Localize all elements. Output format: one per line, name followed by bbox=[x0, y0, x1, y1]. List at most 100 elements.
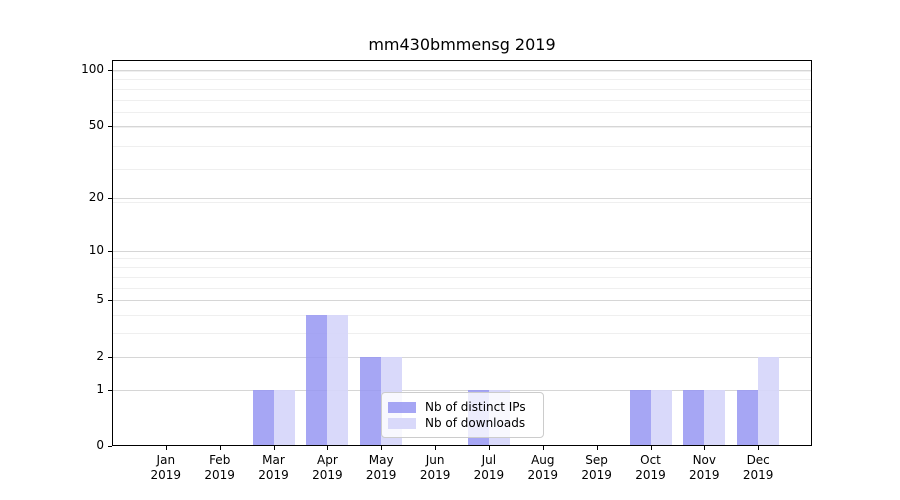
bar-nb-of-downloads-dec bbox=[758, 356, 780, 445]
x-tick bbox=[488, 446, 490, 450]
y-tick bbox=[108, 125, 112, 127]
y-gridline-minor bbox=[112, 314, 812, 316]
legend-item: Nb of distinct IPs bbox=[388, 399, 535, 415]
y-gridline bbox=[112, 250, 812, 252]
bar-nb-of-distinct-ips-oct bbox=[629, 389, 651, 445]
bar-nb-of-downloads-nov bbox=[704, 389, 726, 445]
bar-nb-of-distinct-ips-nov bbox=[683, 389, 705, 445]
x-tick-label: Nov 2019 bbox=[664, 453, 744, 483]
legend: Nb of distinct IPs Nb of downloads bbox=[381, 392, 544, 438]
bar-nb-of-distinct-ips-mar bbox=[252, 389, 274, 445]
x-tick bbox=[758, 446, 760, 450]
x-tick-month: Mar bbox=[262, 453, 285, 467]
x-tick-month: Oct bbox=[640, 453, 661, 467]
y-gridline-minor bbox=[112, 276, 812, 278]
x-tick-year: 2019 bbox=[689, 468, 720, 482]
legend-item: Nb of downloads bbox=[388, 415, 535, 431]
y-tick bbox=[108, 389, 112, 391]
x-tick-month: May bbox=[368, 453, 394, 467]
y-gridline bbox=[112, 389, 812, 391]
x-tick bbox=[273, 446, 275, 450]
y-gridline bbox=[112, 198, 812, 199]
y-gridline-minor bbox=[112, 145, 812, 147]
y-tick-label: 0 bbox=[96, 438, 104, 452]
y-gridline-minor bbox=[112, 258, 812, 260]
y-tick bbox=[108, 70, 112, 71]
y-gridline bbox=[112, 125, 812, 127]
x-tick bbox=[704, 446, 706, 450]
x-tick bbox=[165, 446, 167, 450]
x-tick-month: Apr bbox=[317, 453, 338, 467]
x-tick-label: Sep 2019 bbox=[557, 453, 637, 483]
legend-label: Nb of downloads bbox=[425, 416, 526, 430]
bar-nb-of-distinct-ips-dec bbox=[737, 389, 759, 445]
x-tick-year: 2019 bbox=[258, 468, 289, 482]
x-tick-year: 2019 bbox=[527, 468, 559, 482]
x-tick-label: Jan 2019 bbox=[126, 453, 206, 483]
y-gridline bbox=[112, 356, 812, 358]
y-gridline-minor bbox=[112, 89, 812, 90]
y-tick bbox=[108, 198, 112, 199]
x-tick-month: Nov bbox=[692, 453, 716, 467]
plot-area bbox=[112, 60, 812, 446]
y-gridline bbox=[112, 70, 812, 71]
x-tick-label: Jun 2019 bbox=[395, 453, 475, 483]
y-tick bbox=[108, 356, 112, 358]
x-tick-label: Jul 2019 bbox=[449, 453, 529, 483]
y-tick-label: 50 bbox=[88, 117, 104, 132]
x-tick-year: 2019 bbox=[742, 468, 774, 482]
x-tick bbox=[542, 446, 544, 450]
bar-nb-of-distinct-ips-apr bbox=[306, 314, 328, 445]
x-tick-month: Jan bbox=[156, 453, 176, 467]
x-tick-label: Apr 2019 bbox=[287, 453, 367, 483]
bar-nb-of-distinct-ips-may bbox=[360, 356, 382, 445]
x-tick-label: Dec 2019 bbox=[718, 453, 798, 483]
bar-nb-of-downloads-apr bbox=[327, 314, 349, 445]
legend-swatch bbox=[388, 401, 416, 413]
y-tick bbox=[108, 300, 112, 301]
y-gridline-minor bbox=[112, 267, 812, 268]
y-tick-label: 2 bbox=[96, 348, 104, 363]
y-gridline-minor bbox=[112, 99, 812, 101]
x-tick-label: Aug 2019 bbox=[503, 453, 583, 483]
x-tick-month: Feb bbox=[209, 453, 231, 467]
x-tick-month: Jun bbox=[425, 453, 445, 467]
y-gridline-minor bbox=[112, 112, 812, 114]
y-gridline-minor bbox=[112, 201, 812, 203]
x-tick-month: Jul bbox=[481, 453, 497, 467]
y-tick-label: 5 bbox=[96, 292, 104, 306]
x-tick-year: 2019 bbox=[419, 468, 451, 482]
x-tick-label: Mar 2019 bbox=[234, 453, 314, 483]
y-gridline-minor bbox=[112, 70, 812, 72]
y-tick-label: 10 bbox=[88, 242, 104, 257]
y-tick-label: 100 bbox=[81, 62, 104, 76]
y-gridline-minor bbox=[112, 79, 812, 81]
x-tick-label: Oct 2019 bbox=[611, 453, 691, 483]
y-gridline-minor bbox=[112, 287, 812, 289]
x-tick-year: 2019 bbox=[473, 468, 505, 482]
x-tick-month: Aug bbox=[531, 453, 555, 467]
x-tick-label: May 2019 bbox=[341, 453, 421, 483]
y-tick bbox=[108, 446, 112, 447]
x-tick bbox=[596, 446, 598, 450]
bar-nb-of-downloads-oct bbox=[650, 389, 672, 445]
chart-title: mm430bmmensg 2019 bbox=[368, 35, 556, 54]
y-gridline-minor bbox=[112, 127, 812, 129]
x-tick-month: Dec bbox=[746, 453, 770, 467]
legend-label: Nb of distinct IPs bbox=[425, 400, 526, 414]
x-tick-year: 2019 bbox=[635, 468, 666, 482]
y-gridline bbox=[112, 300, 812, 301]
y-gridline-minor bbox=[112, 168, 812, 170]
y-tick-label: 20 bbox=[88, 190, 104, 204]
x-tick bbox=[435, 446, 437, 450]
x-tick bbox=[650, 446, 652, 450]
x-tick-year: 2019 bbox=[150, 468, 182, 482]
y-gridline-minor bbox=[112, 333, 812, 335]
bar-nb-of-downloads-mar bbox=[273, 389, 295, 445]
x-tick-label: Feb 2019 bbox=[180, 453, 260, 483]
y-tick-label: 1 bbox=[96, 381, 104, 396]
x-tick-month: Sep bbox=[585, 453, 608, 467]
x-tick-year: 2019 bbox=[312, 468, 343, 482]
x-tick bbox=[219, 446, 221, 450]
